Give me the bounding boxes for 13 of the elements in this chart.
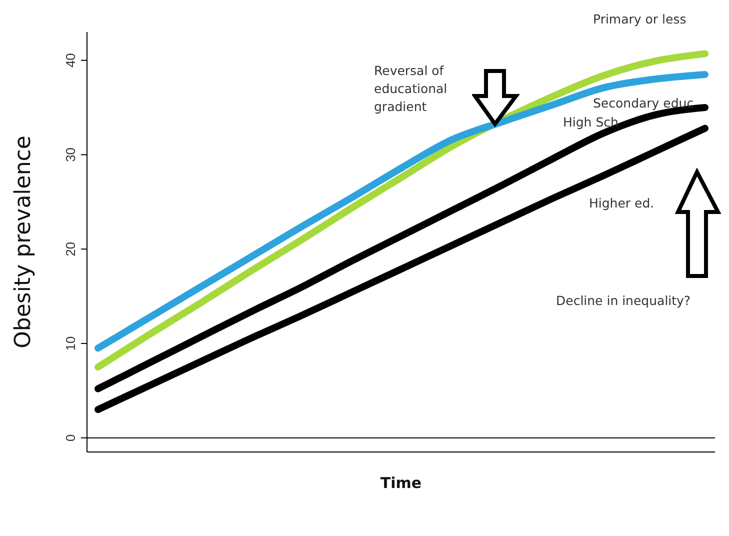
y-tick-label: 0 <box>63 434 78 442</box>
x-axis-title: Time <box>380 474 422 492</box>
y-tick-label: 30 <box>63 147 78 162</box>
y-axis-title: Obesity prevalence <box>10 136 36 348</box>
annotation: Decline in inequality? <box>556 292 692 310</box>
y-tick-label: 10 <box>63 336 78 351</box>
y-tick-label: 40 <box>63 53 78 68</box>
series-label: Higher ed. <box>589 195 654 210</box>
series-label: Secondary educ <box>593 95 694 110</box>
text: Primary or less <box>593 12 686 27</box>
y-tick-label: 20 <box>63 242 78 256</box>
series-label: High Sch <box>563 114 618 130</box>
annotation: Reversal of educational gradient <box>374 62 448 116</box>
